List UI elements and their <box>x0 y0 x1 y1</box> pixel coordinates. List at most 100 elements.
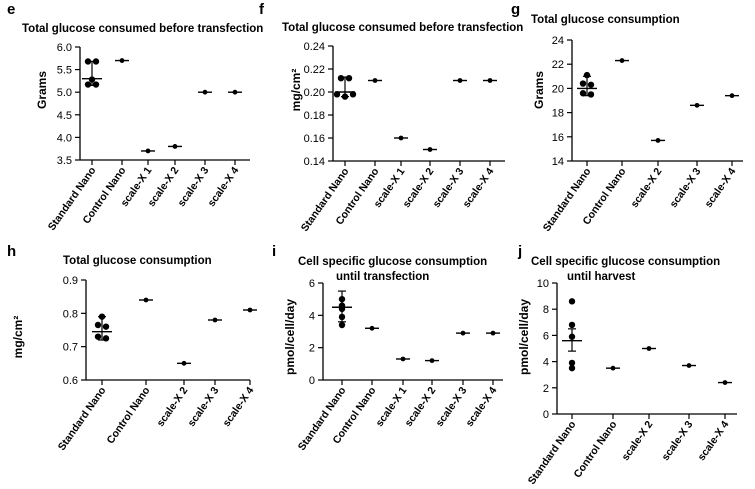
data-point <box>686 363 692 368</box>
chart-title: Cell specific glucose consumption <box>531 256 720 268</box>
x-tick-label: scale-X 3 <box>660 419 696 463</box>
y-tick-label: 2 <box>309 343 315 355</box>
chart-title: Cell specific glucose consumption <box>298 256 487 268</box>
chart-title: Total glucose consumption <box>63 255 212 267</box>
y-tick-label: 0.16 <box>304 133 325 145</box>
data-point <box>619 58 625 63</box>
data-point <box>427 147 433 152</box>
x-tick-label: Control Nano <box>571 419 619 480</box>
panel-label: g <box>511 1 520 18</box>
data-point <box>372 78 378 83</box>
y-tick-label: 0.20 <box>304 87 325 99</box>
panel-label: f <box>259 1 265 18</box>
data-point <box>587 81 595 88</box>
data-point <box>102 323 110 330</box>
y-tick-label: 4 <box>543 357 549 369</box>
y-tick-label: 0.7 <box>63 342 78 354</box>
data-point <box>145 148 151 154</box>
data-point <box>232 89 238 95</box>
panel-label: e <box>7 1 15 18</box>
data-point <box>333 91 341 98</box>
y-axis-label: pmol/cell/day <box>283 299 297 375</box>
y-tick-label: 5.5 <box>57 65 72 77</box>
data-point <box>568 321 576 329</box>
data-point <box>583 71 591 79</box>
y-tick-label: 8 <box>543 304 549 316</box>
data-point <box>143 297 149 303</box>
chart-title: until transfection <box>336 271 429 283</box>
data-point <box>457 78 463 83</box>
x-tick-label: scale-X 2 <box>620 419 656 463</box>
data-point <box>487 78 493 83</box>
data-point <box>88 76 96 83</box>
data-point <box>338 295 346 303</box>
y-tick-label: 0.14 <box>304 156 325 168</box>
data-point <box>338 321 346 329</box>
data-point <box>172 144 178 149</box>
data-point <box>84 58 92 65</box>
panel-label: i <box>272 243 276 260</box>
data-point <box>92 58 100 65</box>
chart-title: Total glucose consumed before transfecti… <box>22 23 263 35</box>
panel-label: j <box>517 243 522 260</box>
y-tick-label: 0.8 <box>63 308 78 320</box>
data-point <box>646 346 652 351</box>
data-point <box>568 333 576 340</box>
y-tick-label: 3.5 <box>57 155 72 167</box>
y-tick-label: 0.22 <box>304 64 325 76</box>
y-tick-label: 4.0 <box>57 132 72 144</box>
y-tick-label: 22 <box>552 59 564 71</box>
y-tick-label: 0.9 <box>63 275 78 287</box>
y-tick-label: 6 <box>309 278 315 290</box>
data-point <box>400 356 406 362</box>
y-tick-label: 16 <box>552 132 564 144</box>
y-tick-label: 4 <box>309 310 315 322</box>
data-point <box>349 91 357 98</box>
data-point <box>345 75 353 82</box>
y-tick-label: 0 <box>309 375 315 387</box>
y-tick-label: 0 <box>543 409 549 421</box>
data-point <box>369 325 375 331</box>
panel-label: h <box>7 243 16 260</box>
data-point <box>490 330 496 336</box>
data-point <box>398 135 404 141</box>
data-point <box>587 91 595 98</box>
data-point <box>729 93 735 99</box>
y-axis-label: Grams <box>35 71 49 109</box>
data-point <box>610 365 616 371</box>
data-point <box>102 335 110 342</box>
data-point <box>655 138 661 143</box>
y-axis-label: pmol/cell/day <box>517 299 531 375</box>
data-point <box>694 102 700 108</box>
data-point <box>568 364 576 372</box>
data-point <box>579 80 587 87</box>
y-tick-label: 6 <box>543 330 549 342</box>
y-tick-label: 0.18 <box>304 110 325 122</box>
y-axis-label: Grams <box>532 71 546 109</box>
chart-title: until harvest <box>567 271 636 283</box>
y-tick-label: 0.24 <box>304 41 325 53</box>
y-tick-label: 6.0 <box>57 42 72 54</box>
y-tick-label: 2 <box>543 383 549 395</box>
data-point <box>338 313 346 321</box>
data-point <box>94 321 102 329</box>
data-point <box>341 93 349 100</box>
y-tick-label: 14 <box>552 156 564 168</box>
y-tick-label: 18 <box>552 108 564 120</box>
y-tick-label: 20 <box>552 83 564 95</box>
y-axis-label: mg/cm² <box>289 69 303 112</box>
chart-title: Total glucose consumption <box>531 14 680 26</box>
y-tick-label: 5.0 <box>57 87 72 99</box>
data-point <box>212 317 218 323</box>
y-tick-label: 10 <box>537 278 549 290</box>
data-point <box>722 380 728 385</box>
data-point <box>92 81 100 88</box>
y-tick-label: 0.6 <box>63 375 78 387</box>
x-tick-label: Standard Nano <box>526 419 579 487</box>
